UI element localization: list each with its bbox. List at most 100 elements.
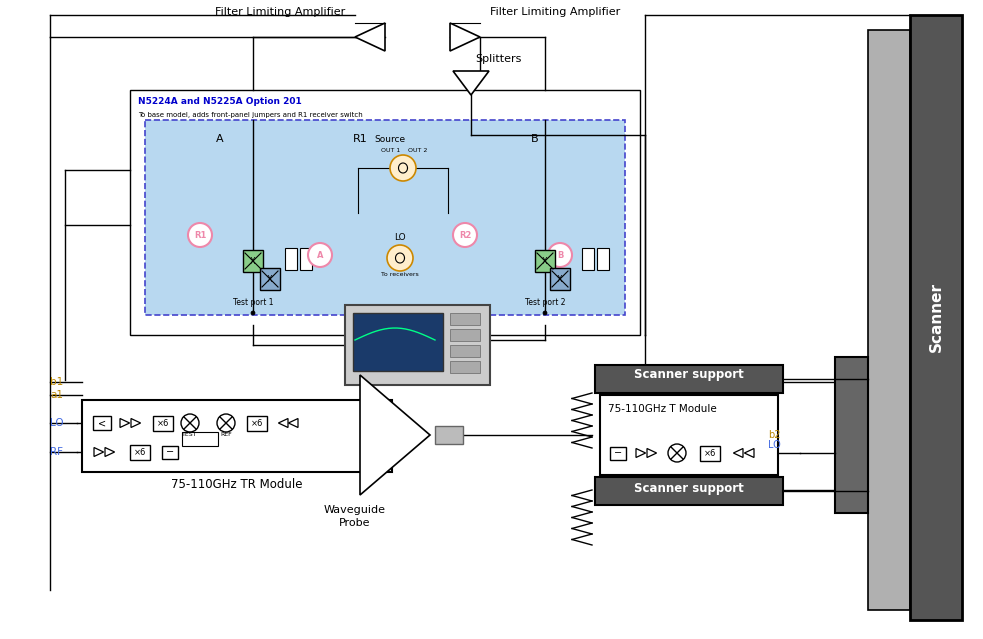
Text: X: X xyxy=(267,275,273,284)
Text: <: < xyxy=(98,418,106,428)
Bar xyxy=(182,432,218,446)
Bar xyxy=(145,120,625,315)
Bar xyxy=(550,268,570,290)
Bar xyxy=(450,329,480,341)
Circle shape xyxy=(181,414,199,432)
Text: Waveguide: Waveguide xyxy=(324,505,386,515)
Circle shape xyxy=(453,223,477,247)
Bar xyxy=(153,415,173,431)
Text: Splitters: Splitters xyxy=(475,54,521,64)
Bar xyxy=(868,30,910,610)
Circle shape xyxy=(548,243,572,267)
Polygon shape xyxy=(131,419,141,427)
Circle shape xyxy=(668,444,686,462)
Text: ×6: ×6 xyxy=(704,449,717,458)
Circle shape xyxy=(387,245,413,271)
Text: R1: R1 xyxy=(353,134,368,144)
Bar xyxy=(450,361,480,373)
Text: R1: R1 xyxy=(194,231,206,240)
Text: OUT 2: OUT 2 xyxy=(408,148,428,153)
Text: Scanner: Scanner xyxy=(929,282,944,352)
Polygon shape xyxy=(733,449,743,458)
Bar xyxy=(353,313,443,371)
Bar xyxy=(82,400,392,472)
Bar xyxy=(450,345,480,357)
Circle shape xyxy=(251,311,255,315)
Circle shape xyxy=(188,223,212,247)
Text: −: − xyxy=(614,448,622,458)
Text: ×6: ×6 xyxy=(251,419,263,427)
Text: X: X xyxy=(250,256,256,265)
Text: B: B xyxy=(531,134,539,144)
Polygon shape xyxy=(105,447,115,456)
Polygon shape xyxy=(288,419,298,427)
Text: LO: LO xyxy=(50,418,64,428)
Text: N5224A and N5225A Option 201: N5224A and N5225A Option 201 xyxy=(138,97,302,106)
Polygon shape xyxy=(636,449,646,458)
Polygon shape xyxy=(450,23,480,51)
Circle shape xyxy=(217,414,235,432)
Polygon shape xyxy=(120,419,130,427)
Text: ×6: ×6 xyxy=(134,447,146,456)
Text: b2: b2 xyxy=(768,430,781,440)
Text: a1: a1 xyxy=(50,390,63,400)
Text: To base model, adds front-panel jumpers and R1 receiver switch: To base model, adds front-panel jumpers … xyxy=(138,112,363,118)
Bar xyxy=(130,90,640,335)
Circle shape xyxy=(390,155,416,181)
Bar xyxy=(93,416,111,430)
Polygon shape xyxy=(453,71,489,95)
Polygon shape xyxy=(647,449,657,458)
Polygon shape xyxy=(744,449,754,458)
Bar xyxy=(600,395,778,475)
Bar xyxy=(535,250,555,272)
Bar xyxy=(435,426,463,444)
Text: X: X xyxy=(543,256,548,265)
Polygon shape xyxy=(278,419,288,427)
Bar xyxy=(450,313,480,325)
Bar xyxy=(700,445,720,461)
Bar xyxy=(300,248,312,270)
Bar xyxy=(597,248,609,270)
Text: Scanner support: Scanner support xyxy=(634,368,744,381)
Bar xyxy=(595,477,783,505)
Text: LO: LO xyxy=(768,440,781,450)
Bar xyxy=(247,415,267,431)
Text: REF: REF xyxy=(220,432,232,437)
Text: B: B xyxy=(556,250,563,259)
Text: Test port 1: Test port 1 xyxy=(233,298,273,307)
Circle shape xyxy=(543,311,547,315)
Bar xyxy=(835,357,868,513)
Bar xyxy=(595,365,783,393)
Bar xyxy=(610,447,626,459)
Bar xyxy=(130,445,150,459)
Polygon shape xyxy=(360,375,430,495)
Text: RF: RF xyxy=(50,447,63,457)
Bar xyxy=(910,15,962,620)
Text: Source: Source xyxy=(375,135,406,144)
Text: TEST: TEST xyxy=(182,432,198,437)
Text: LO: LO xyxy=(394,233,406,242)
Text: 75-110GHz T Module: 75-110GHz T Module xyxy=(608,404,717,414)
Bar xyxy=(243,250,263,272)
Text: R2: R2 xyxy=(459,231,471,240)
Text: 75-110GHz TR Module: 75-110GHz TR Module xyxy=(171,478,303,491)
Text: Filter Limiting Amplifier: Filter Limiting Amplifier xyxy=(215,7,345,17)
Text: OUT 1: OUT 1 xyxy=(381,148,400,153)
Text: Probe: Probe xyxy=(339,518,371,528)
Bar xyxy=(285,248,297,270)
Text: Scanner support: Scanner support xyxy=(634,482,744,495)
Circle shape xyxy=(308,243,332,267)
Bar xyxy=(260,268,280,290)
Polygon shape xyxy=(94,447,103,456)
Text: Test port 2: Test port 2 xyxy=(525,298,565,307)
Text: To receivers: To receivers xyxy=(381,272,419,277)
Text: Filter Limiting Amplifier: Filter Limiting Amplifier xyxy=(490,7,620,17)
Text: ×6: ×6 xyxy=(157,419,169,427)
Text: X: X xyxy=(557,275,563,284)
Text: −: − xyxy=(166,447,174,457)
Text: A: A xyxy=(317,250,323,259)
Bar xyxy=(345,305,490,385)
Bar xyxy=(162,445,178,459)
Text: A: A xyxy=(216,134,224,144)
Polygon shape xyxy=(355,23,385,51)
